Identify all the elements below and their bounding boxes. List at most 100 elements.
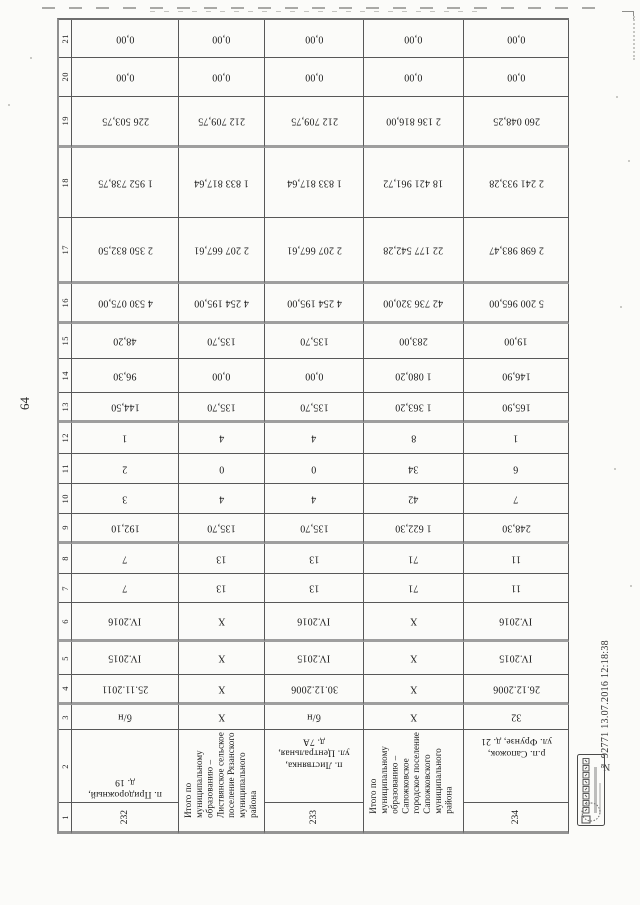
column-number: 7 <box>60 585 70 591</box>
value-cell: 0 <box>265 454 364 484</box>
column-number: 10 <box>60 493 70 504</box>
cell-value: б/н <box>118 711 132 723</box>
value-cell: 1 <box>464 423 569 454</box>
cell-value: 30.12.2006 <box>290 683 338 695</box>
cell-value: 96,30 <box>113 370 137 382</box>
value-cell: 4 254 195,00 <box>179 284 265 324</box>
value-cell: 1 622,30 <box>364 514 464 544</box>
value-cell: X <box>179 603 265 642</box>
value-cell: X <box>179 675 265 705</box>
value-cell: 0 <box>179 454 265 484</box>
value-cell: 2 241 933,28 <box>464 148 569 218</box>
cell-value: 48,20 <box>113 335 137 347</box>
column-number: 4 <box>60 686 70 691</box>
cell-value: IV.2016 <box>297 615 331 627</box>
cell-value: 0,00 <box>212 71 231 83</box>
value-cell: IV.2015 <box>464 642 569 675</box>
value-cell: 8 <box>364 423 464 454</box>
cell-value: 2 241 933,28 <box>488 177 544 189</box>
cell-value: 4 <box>218 493 225 505</box>
value-cell: 146,90 <box>464 359 569 393</box>
cell-value: 192,10 <box>110 522 140 534</box>
column-number: 13 <box>60 401 70 412</box>
value-cell: 1 080,20 <box>364 359 464 393</box>
page-number: 64 <box>14 386 36 420</box>
value-cell: 0,00 <box>179 58 265 97</box>
value-cell: б/н <box>72 705 179 730</box>
value-cell: 2 136 816,00 <box>364 97 464 148</box>
cell-value: 8 <box>410 432 417 444</box>
value-cell: 7 <box>72 574 179 603</box>
cell-value: 2 350 832,50 <box>97 244 153 256</box>
cell-value: 34 <box>408 463 419 475</box>
value-cell: IV.2016 <box>72 603 179 642</box>
scan-artifact-dot <box>616 96 618 98</box>
value-cell: б/н <box>265 705 364 730</box>
cell-value: 32 <box>510 711 522 723</box>
cell-value: 42 736 320,00 <box>383 297 444 309</box>
value-cell: 4 <box>179 484 265 514</box>
value-cell: 71 <box>364 544 464 574</box>
value-cell: IV.2015 <box>72 642 179 675</box>
value-cell: 1 833 817,64 <box>265 148 364 218</box>
cell-value: 2 207 667,61 <box>286 244 342 256</box>
value-cell: 0,00 <box>179 359 265 393</box>
entry-id-cell: 234 <box>464 803 569 834</box>
column-number-cell: 3 <box>59 705 72 730</box>
cell-value: 2 207 667,61 <box>194 244 249 256</box>
column-number-cell: 10 <box>59 484 72 514</box>
column-number-cell: 8 <box>59 544 72 574</box>
scan-artifact-dots <box>633 16 635 60</box>
value-cell: 165,90 <box>464 393 569 423</box>
value-cell: 5 200 965,00 <box>464 284 569 324</box>
value-cell: 0,00 <box>179 20 265 58</box>
cell-value: 0,00 <box>506 33 526 45</box>
scan-artifact-dashed-line <box>42 7 602 9</box>
column-number: 11 <box>60 463 70 474</box>
column-number: 9 <box>60 525 70 530</box>
column-number: 12 <box>60 433 70 443</box>
cell-value: 7 <box>122 582 128 594</box>
cell-value: 4 <box>218 432 225 444</box>
cell-value: IV.2015 <box>297 652 331 664</box>
entry-id-cell: 233 <box>265 803 364 834</box>
cell-value: 25.11.2011 <box>101 683 149 695</box>
column-number-cell: 7 <box>59 574 72 603</box>
cell-value: 165,90 <box>501 401 531 413</box>
cell-value: 1 833 817,64 <box>194 177 249 189</box>
value-cell: 25.11.2011 <box>72 675 179 705</box>
address-cell: п. Придорожный, д. 19 <box>72 730 179 803</box>
column-number: 2 <box>60 763 70 769</box>
column-number: 21 <box>60 33 70 44</box>
entry-id: 233 <box>309 809 319 825</box>
cell-value: 4 254 195,00 <box>286 297 342 309</box>
column-number: 8 <box>60 556 70 561</box>
column-number-cell: 2 <box>59 730 72 803</box>
cell-value: 135,70 <box>299 401 329 413</box>
column-number: 18 <box>60 177 70 188</box>
value-cell: 19,00 <box>464 324 569 359</box>
scan-artifact-dot <box>628 160 630 162</box>
cell-value: 0 <box>311 463 317 475</box>
value-cell: 1 833 817,64 <box>179 148 265 218</box>
address-cell: п. Листвянка, ул. Центральная, д. 7А <box>265 730 364 803</box>
registration-stamp-text: № 92771 13.07.2016 12:18:38 <box>595 602 615 772</box>
entry-address: р.п. Сапожок, ул. Фрунзе, д. 21 <box>480 736 552 759</box>
value-cell: 7 <box>464 484 569 514</box>
cell-value: 19,00 <box>504 335 528 347</box>
cell-value: 13 <box>216 582 227 594</box>
cell-value: 22 177 542,28 <box>383 244 444 256</box>
value-cell: 212 709,75 <box>265 97 364 148</box>
value-cell: 1 363,20 <box>364 393 464 423</box>
column-number-cell: 21 <box>59 20 72 58</box>
column-number-cell: 14 <box>59 359 72 393</box>
column-number: 15 <box>60 336 70 346</box>
value-cell: 4 254 195,00 <box>265 284 364 324</box>
value-cell: 4 <box>265 423 364 454</box>
value-cell: 0,00 <box>265 58 364 97</box>
value-cell: 212 709,75 <box>179 97 265 148</box>
value-cell: X <box>179 705 265 730</box>
value-cell: 0,00 <box>72 20 179 58</box>
value-cell: 42 <box>364 484 464 514</box>
cell-value: 1 <box>122 432 128 444</box>
